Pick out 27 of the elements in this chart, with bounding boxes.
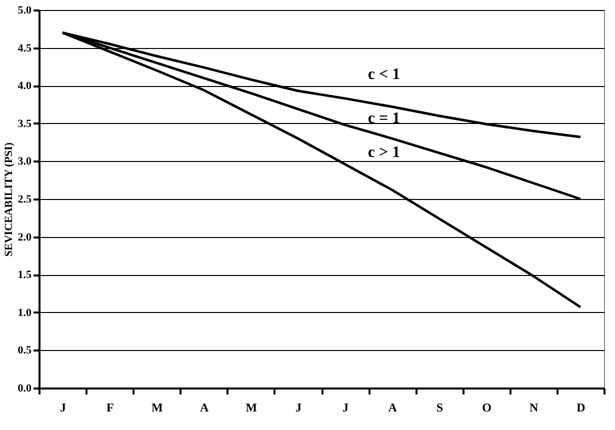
x-tick-label: N <box>530 400 539 414</box>
y-tick-label: 2.0 <box>18 231 32 244</box>
y-tick-label: 0.5 <box>18 344 32 357</box>
y-tick-label: 3.0 <box>18 156 32 168</box>
x-tick-label: O <box>482 400 492 414</box>
x-tick-label: J <box>342 400 349 414</box>
y-tick-label: 2.5 <box>18 194 32 206</box>
y-tick-label: 3.5 <box>18 118 32 130</box>
x-tick-label: D <box>576 400 586 414</box>
y-tick-label: 4.5 <box>18 42 32 54</box>
x-tick-label: M <box>152 400 163 414</box>
x-tick-label: J <box>295 400 302 414</box>
x-tick-label: A <box>200 400 209 414</box>
y-axis-title: SEVICEABILITY (PSI) <box>2 142 15 257</box>
y-tick-label: 0.0 <box>18 382 32 394</box>
x-tick-label: J <box>60 400 66 414</box>
x-tick-label: S <box>436 400 444 414</box>
y-tick-label: 4.0 <box>18 80 32 92</box>
annotation: c > 1 <box>368 144 400 161</box>
y-tick-label: 1.0 <box>18 306 32 319</box>
annotation: c < 1 <box>368 66 400 83</box>
y-tick-label: 5.0 <box>18 4 32 16</box>
y-tick-label: 1.5 <box>18 269 32 282</box>
x-tick-label: M <box>246 400 258 414</box>
annotation: c = 1 <box>368 110 400 127</box>
x-tick-label: A <box>388 400 398 414</box>
x-tick-label: F <box>106 400 114 414</box>
